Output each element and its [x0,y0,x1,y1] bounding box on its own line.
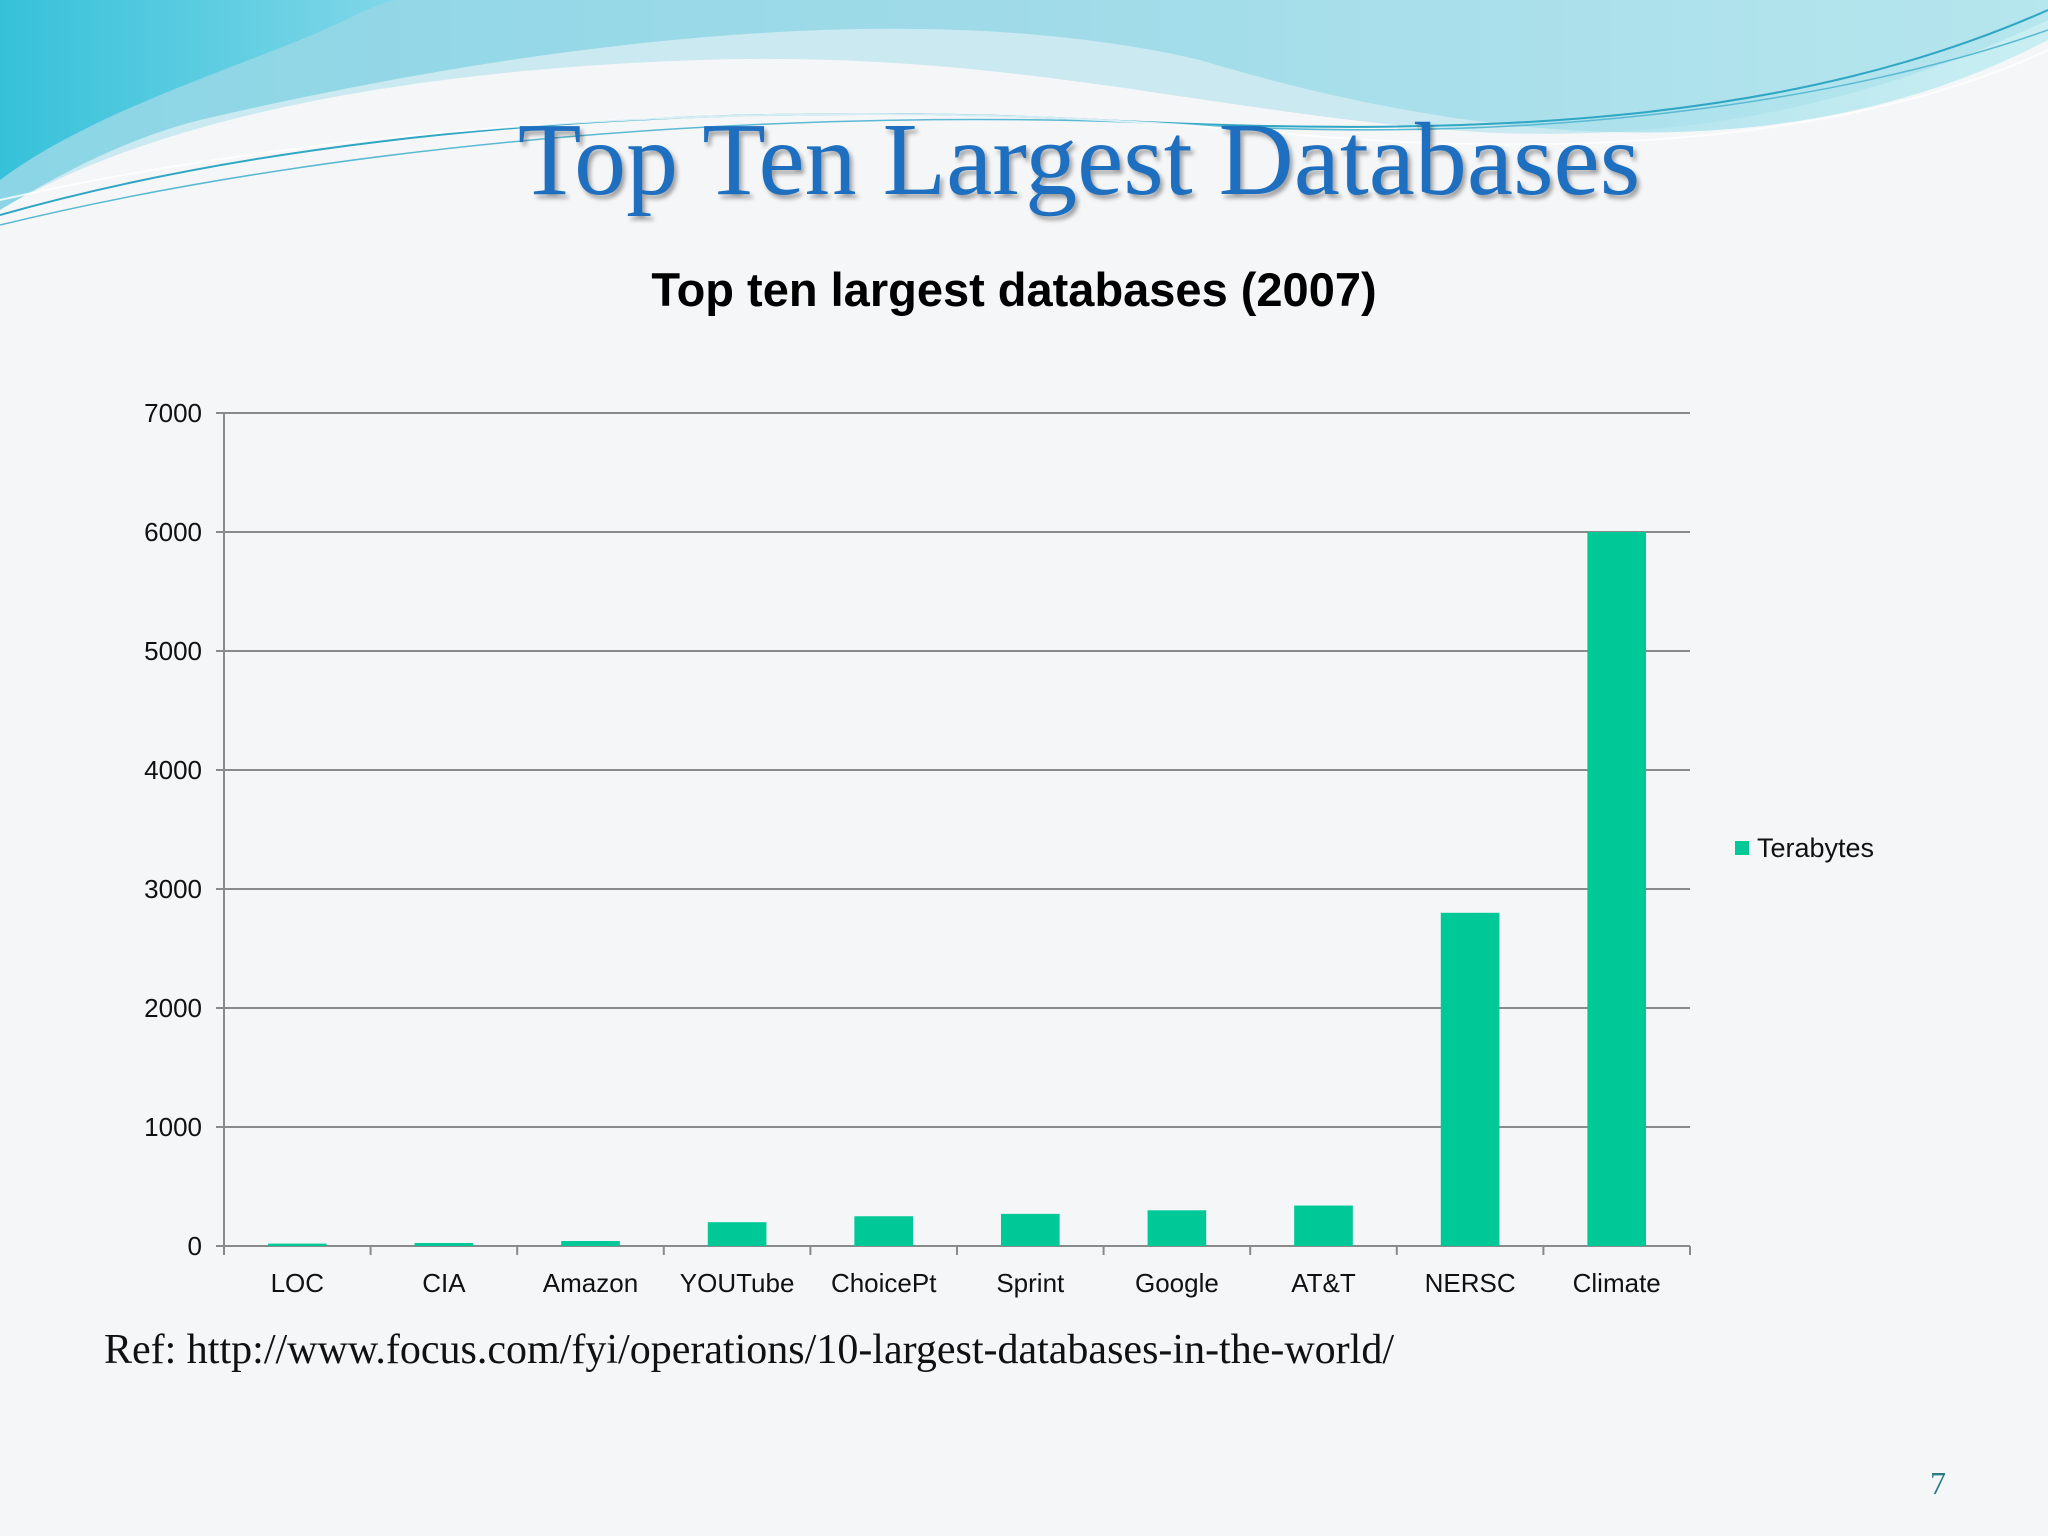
bar-climate [1587,532,1647,1246]
bar-google [1147,1210,1207,1246]
page-number: 7 [1930,1465,1946,1501]
y-tick-label: 2000 [144,993,202,1023]
bar-sprint [1000,1213,1060,1246]
y-axis-ticks: 0 1000 2000 3000 4000 5000 6000 7000 [144,398,202,1261]
x-tick-label: Climate [1573,1268,1661,1298]
bar-choicept [854,1216,914,1246]
y-tick-label: 6000 [144,517,202,547]
bar-amazon [561,1241,620,1246]
y-tick-label: 7000 [144,398,202,428]
x-tick-label: AT&T [1291,1268,1356,1298]
y-tick-label: 4000 [144,755,202,785]
bar-youtube [707,1222,767,1246]
bar-att [1294,1205,1353,1246]
x-tick-label: CIA [422,1268,466,1298]
x-axis-ticks: LOC CIA Amazon YOUTube ChoicePt Sprint Google A… [271,1268,1661,1298]
bar-loc [267,1243,327,1246]
reference-text: Ref: http://www.focus.com/fyi/operations… [104,1327,1395,1373]
x-tick-label: Amazon [543,1268,638,1298]
y-tick-label: 1000 [144,1112,202,1142]
bar-cia [414,1243,474,1246]
x-tick-label: YOUTube [680,1268,795,1298]
legend-label: Terabytes [1757,833,1874,863]
x-tick-label: Google [1135,1268,1219,1298]
x-tick-label: NERSC [1425,1268,1516,1298]
bars [267,532,1647,1246]
y-tick-label: 3000 [144,874,202,904]
legend-swatch [1735,841,1749,855]
legend: Terabytes [1735,833,1874,863]
gridlines [216,412,1690,1247]
y-tick-label: 0 [188,1231,202,1261]
x-tick-label: Sprint [996,1268,1065,1298]
chart-title: Top ten largest databases (2007) [651,263,1376,316]
x-tick-label: LOC [271,1268,324,1298]
bar-nersc [1440,912,1500,1246]
slide-title: Top Ten Largest Databases [517,102,1641,217]
y-tick-label: 5000 [144,636,202,666]
x-tick-label: ChoicePt [831,1268,937,1298]
